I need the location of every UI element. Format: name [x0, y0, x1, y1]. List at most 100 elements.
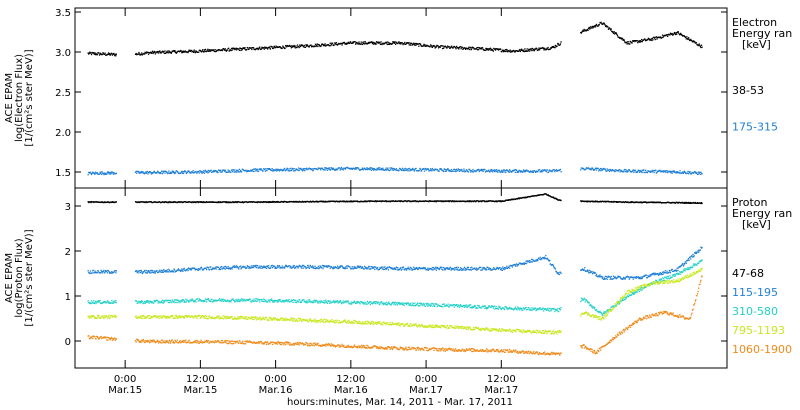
data-point	[240, 268, 242, 270]
data-point	[321, 264, 323, 267]
data-point	[230, 171, 232, 173]
data-point	[166, 269, 168, 271]
data-point	[668, 170, 670, 172]
data-point	[333, 266, 335, 268]
data-point	[193, 301, 195, 303]
data-point	[198, 51, 200, 53]
data-point	[603, 23, 606, 25]
y-axis-label: log(Electron Flux)	[14, 54, 25, 142]
data-point	[368, 302, 370, 304]
data-point	[483, 267, 485, 269]
series-115-195	[87, 246, 703, 280]
data-point	[505, 50, 507, 52]
data-point	[244, 47, 246, 49]
data-point	[330, 43, 332, 45]
data-point	[589, 27, 591, 29]
data-point	[382, 304, 384, 306]
data-point	[580, 32, 582, 34]
data-point	[356, 41, 358, 44]
data-point	[201, 268, 203, 270]
data-point	[311, 168, 313, 170]
data-point	[531, 170, 533, 173]
data-point	[484, 305, 487, 307]
data-point	[431, 170, 433, 172]
data-point	[211, 268, 213, 270]
data-point	[648, 275, 651, 277]
data-point	[334, 266, 336, 268]
data-point	[345, 301, 347, 304]
data-point	[615, 278, 617, 280]
data-point	[153, 51, 155, 54]
data-point	[232, 298, 234, 300]
data-point	[233, 300, 235, 302]
data-point	[115, 299, 117, 302]
data-point	[412, 304, 414, 307]
data-point	[188, 49, 190, 51]
data-point	[531, 309, 533, 311]
data-point	[161, 170, 163, 172]
data-point	[505, 267, 507, 269]
data-point	[553, 265, 555, 268]
data-point	[448, 169, 450, 171]
data-point	[471, 171, 474, 173]
data-point	[115, 53, 117, 55]
data-point	[134, 270, 137, 273]
data-point	[374, 268, 376, 271]
data-point	[448, 201, 450, 203]
data-point	[661, 34, 664, 36]
data-point	[368, 268, 370, 270]
data-point	[180, 300, 182, 302]
data-point	[224, 170, 226, 172]
y-tick-label: 3.0	[55, 48, 71, 59]
data-point	[694, 171, 696, 173]
data-point	[224, 48, 226, 50]
data-point	[189, 171, 191, 174]
data-point	[360, 41, 362, 43]
data-point	[559, 44, 561, 46]
data-point	[489, 269, 491, 271]
data-point	[506, 265, 508, 267]
data-point	[535, 48, 537, 50]
data-point	[235, 47, 237, 49]
data-point	[238, 168, 241, 170]
data-point	[389, 167, 391, 169]
data-point	[288, 168, 290, 170]
data-point	[560, 41, 562, 43]
data-point	[144, 300, 146, 303]
data-point	[542, 169, 544, 171]
data-point	[230, 301, 232, 303]
data-point	[336, 300, 339, 302]
data-point	[278, 169, 280, 171]
data-point	[366, 300, 369, 302]
data-point	[553, 45, 555, 48]
data-point	[413, 43, 415, 45]
data-point	[586, 28, 589, 31]
data-point	[584, 301, 586, 303]
data-point	[145, 272, 147, 274]
data-point	[198, 298, 200, 300]
data-point	[286, 169, 288, 171]
data-point	[217, 266, 220, 269]
data-point	[255, 170, 257, 172]
y-tick-label: 2	[65, 247, 71, 258]
data-point	[601, 168, 603, 170]
data-point	[507, 308, 510, 310]
data-point	[654, 37, 656, 39]
data-point	[498, 305, 500, 307]
data-point	[246, 170, 248, 172]
data-point	[219, 201, 221, 203]
data-point	[558, 310, 560, 313]
data-point	[211, 171, 213, 174]
data-point	[281, 47, 283, 49]
data-point	[162, 171, 164, 173]
data-point	[155, 51, 158, 53]
data-point	[149, 300, 151, 302]
data-point	[250, 47, 252, 49]
data-point	[325, 45, 327, 47]
data-point	[259, 168, 261, 170]
data-point	[545, 193, 547, 195]
data-point	[264, 265, 266, 268]
data-point	[335, 169, 337, 171]
data-point	[103, 269, 105, 271]
data-point	[197, 201, 199, 203]
